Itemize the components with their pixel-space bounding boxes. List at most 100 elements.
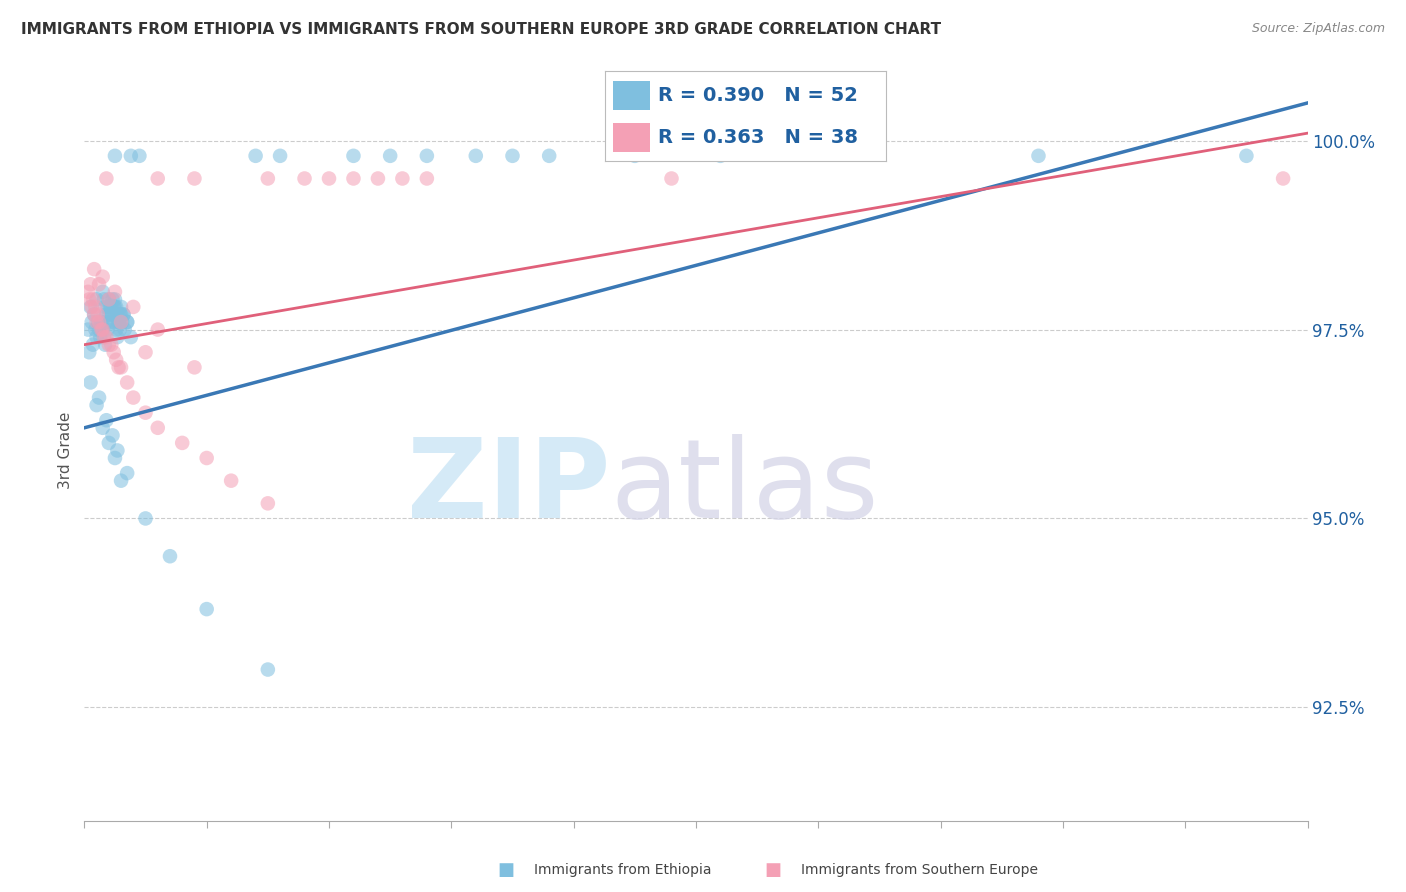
Point <box>97 293 120 307</box>
Point <box>105 308 128 322</box>
Point <box>96 171 118 186</box>
Point <box>257 171 280 186</box>
Text: Immigrants from Southern Europe: Immigrants from Southern Europe <box>801 863 1039 877</box>
Point <box>87 308 110 322</box>
Point <box>87 315 110 329</box>
Point <box>120 330 142 344</box>
Point <box>146 322 169 336</box>
Point <box>195 602 218 616</box>
Point <box>104 300 127 314</box>
Point <box>96 330 118 344</box>
Point <box>83 262 105 277</box>
Point <box>1236 149 1258 163</box>
Point <box>391 171 413 186</box>
Point <box>79 376 101 390</box>
Point <box>100 337 122 351</box>
Point <box>83 308 105 322</box>
Point <box>84 300 107 314</box>
Point <box>105 352 128 367</box>
Point <box>97 322 120 336</box>
Point <box>416 149 439 163</box>
Point <box>108 322 131 336</box>
Point <box>318 171 340 186</box>
Point <box>101 293 124 307</box>
Point <box>87 322 110 336</box>
Point <box>146 421 169 435</box>
Point <box>294 171 316 186</box>
Point <box>105 443 128 458</box>
Point <box>105 300 128 314</box>
Point <box>77 293 100 307</box>
Point <box>367 171 389 186</box>
Point <box>87 391 110 405</box>
Point <box>105 322 128 336</box>
Point <box>111 315 134 329</box>
Point <box>115 315 138 329</box>
Point <box>108 308 131 322</box>
Point <box>84 322 107 336</box>
Point <box>709 149 731 163</box>
Point <box>110 474 132 488</box>
Point <box>416 171 439 186</box>
Point <box>79 300 101 314</box>
Point <box>219 474 242 488</box>
Point <box>135 345 157 359</box>
Point <box>135 406 157 420</box>
Point <box>112 308 135 322</box>
Point <box>98 315 121 329</box>
Point <box>103 315 125 329</box>
Point <box>97 300 120 314</box>
Point <box>82 293 104 307</box>
Point <box>101 308 124 322</box>
Point <box>245 149 267 163</box>
Point <box>172 436 194 450</box>
Point <box>82 337 104 351</box>
Point <box>128 149 150 163</box>
Point <box>538 149 561 163</box>
Point <box>120 149 142 163</box>
Point <box>122 391 145 405</box>
Point <box>87 315 110 329</box>
Point <box>269 149 291 163</box>
Point <box>91 322 114 336</box>
Point <box>98 300 121 314</box>
Point <box>110 308 132 322</box>
Point <box>342 149 364 163</box>
Point <box>91 322 114 336</box>
Point <box>96 315 118 329</box>
Point <box>342 171 364 186</box>
Point <box>104 285 127 299</box>
Text: Source: ZipAtlas.com: Source: ZipAtlas.com <box>1251 22 1385 36</box>
Text: R = 0.390   N = 52: R = 0.390 N = 52 <box>658 86 858 105</box>
Point <box>97 308 120 322</box>
Point <box>91 285 114 299</box>
Point <box>90 315 112 329</box>
Point <box>104 293 127 307</box>
Point <box>135 511 157 525</box>
Bar <box>613 123 650 152</box>
Point <box>86 315 108 329</box>
Point <box>103 300 125 314</box>
Point <box>115 466 138 480</box>
Point <box>101 428 124 442</box>
Point <box>93 330 115 344</box>
Point <box>114 322 136 336</box>
Point <box>94 337 117 351</box>
Point <box>100 300 122 314</box>
Point <box>195 450 218 465</box>
Point <box>86 398 108 412</box>
Point <box>110 315 132 329</box>
Point <box>624 149 647 163</box>
Text: atlas: atlas <box>610 434 879 541</box>
Point <box>661 171 683 186</box>
Text: ■: ■ <box>498 861 515 879</box>
Point <box>96 413 118 427</box>
Point <box>112 308 135 322</box>
Point <box>183 360 205 375</box>
Point <box>107 360 129 375</box>
Point <box>380 149 402 163</box>
Text: Immigrants from Ethiopia: Immigrants from Ethiopia <box>534 863 711 877</box>
Point <box>97 436 120 450</box>
Point <box>77 285 100 299</box>
Point <box>146 171 169 186</box>
